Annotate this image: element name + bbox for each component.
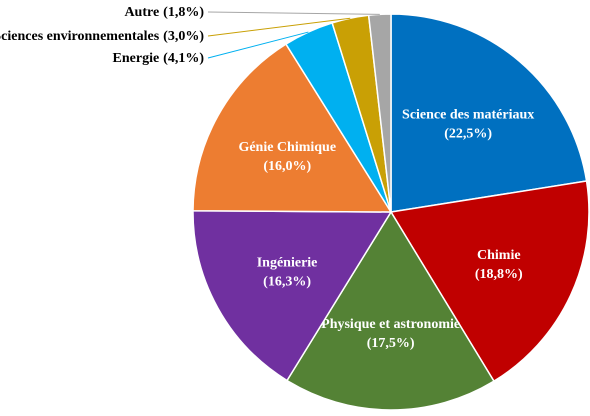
category-label: Sciences environnementales (0, 29, 160, 44)
category-label: Physique et astronomie (321, 317, 460, 332)
category-label: Ingénierie (257, 256, 318, 271)
leader-line (207, 17, 351, 37)
pie-slice (390, 13, 588, 213)
leader-line (207, 31, 309, 59)
leader-line (207, 11, 380, 15)
category-label: Chimie (477, 248, 521, 263)
value-label: (1,8%) (163, 5, 204, 20)
category-label: Autre (124, 5, 159, 20)
slice-label: Ingénierie (16,3%) (257, 256, 318, 290)
value-label: (16,3%) (263, 275, 311, 290)
pie-slice (389, 180, 590, 383)
value-label: (16,0%) (263, 159, 311, 174)
slice-label: Science des matériaux (22,5%) (402, 108, 534, 142)
category-label: Science des matériaux (402, 108, 534, 123)
value-label: (22,5%) (444, 127, 492, 142)
value-label: (3,0%) (163, 29, 204, 44)
outer-label: Energie (4,1%) (113, 51, 205, 66)
category-label: Génie Chimique (238, 140, 336, 155)
pie-slice (285, 210, 495, 411)
outer-label: Autre (1,8%) (124, 5, 204, 20)
pie-slice (192, 43, 393, 213)
slice-label: Génie Chimique (16,0%) (238, 140, 336, 174)
outer-label: Sciences environnementales (3,0%) (0, 29, 204, 44)
pie-slice (192, 210, 393, 382)
slice-label: Chimie (18,8%) (475, 248, 523, 282)
slice-label: Physique et astronomie (17,5%) (321, 317, 460, 351)
value-label: (18,8%) (475, 267, 523, 282)
value-label: (4,1%) (163, 51, 204, 66)
category-label: Energie (113, 51, 160, 66)
value-label: (17,5%) (367, 336, 415, 351)
